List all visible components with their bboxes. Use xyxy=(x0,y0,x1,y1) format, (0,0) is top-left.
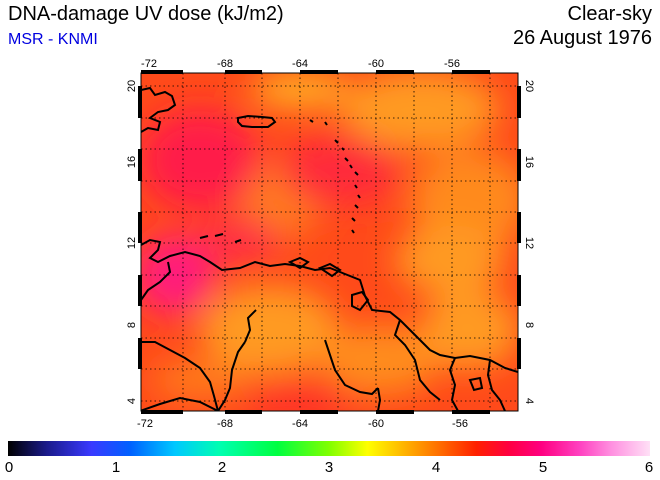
lat-tick-label: 4 xyxy=(126,398,138,404)
lon-tick-label: -60 xyxy=(368,58,384,70)
venezuela-guyana-border xyxy=(324,339,379,396)
hispaniola-coast xyxy=(141,86,177,133)
lat-tick-label: 12 xyxy=(523,237,535,249)
colorbar xyxy=(8,441,650,456)
lat-tick-label: 12 xyxy=(126,237,138,249)
lon-tick-label: -64 xyxy=(292,418,308,430)
lon-tick-label: -72 xyxy=(137,418,153,430)
colorbar-label: 5 xyxy=(538,459,548,476)
lat-ticks-left: 4 8 12 16 20 xyxy=(126,80,138,404)
map-frame xyxy=(138,70,521,414)
colorbar-label: 6 xyxy=(644,459,654,476)
lon-tick-label: -60 xyxy=(368,418,384,430)
south-america-coast xyxy=(141,238,518,373)
coastlines xyxy=(141,86,518,411)
lat-tick-label: 16 xyxy=(126,156,138,168)
colorbar-label: 4 xyxy=(431,459,441,476)
lon-tick-label: -72 xyxy=(141,58,157,70)
colorbar-label: 2 xyxy=(217,459,227,476)
lon-ticks-bottom: -72 -68 -64 -60 -56 xyxy=(137,418,468,430)
lesser-antilles xyxy=(309,119,361,234)
colorbar-label: 3 xyxy=(324,459,334,476)
colorbar-label: 1 xyxy=(111,459,121,476)
trinidad-coast xyxy=(351,290,370,312)
map-title: DNA-damage UV dose (kJ/m2) xyxy=(8,3,284,25)
lat-tick-label: 8 xyxy=(126,322,138,328)
gulf-venezuela-coast xyxy=(141,261,172,301)
sky-condition-label: Clear-sky xyxy=(567,3,652,25)
lat-tick-label: 20 xyxy=(126,80,138,92)
french-guiana-border xyxy=(486,359,506,411)
lat-tick-label: 4 xyxy=(523,398,535,404)
lat-tick-label: 8 xyxy=(523,322,535,328)
lon-tick-label: -56 xyxy=(452,418,468,430)
uv-dose-map: -72 -68 -64 -60 -56 -72 -68 -64 -60 -56 … xyxy=(126,58,535,430)
colorbar-label: 0 xyxy=(4,459,14,476)
margarita-coast xyxy=(287,256,310,270)
abc-islands xyxy=(199,233,242,243)
lat-tick-label: 16 xyxy=(523,156,535,168)
lon-tick-label: -56 xyxy=(444,58,460,70)
lon-tick-label: -68 xyxy=(217,58,233,70)
guyana-suriname-border xyxy=(393,319,441,401)
border-3 xyxy=(244,309,257,343)
puerto-rico-coast xyxy=(237,114,277,128)
lat-tick-label: 20 xyxy=(523,80,535,92)
lon-ticks-top: -72 -68 -64 -60 -56 xyxy=(141,58,460,70)
lat-ticks-right: 4 8 12 16 20 xyxy=(523,80,535,404)
reservoir xyxy=(468,376,484,392)
credit-label: MSR - KNMI xyxy=(8,31,98,48)
lon-tick-label: -68 xyxy=(217,418,233,430)
date-label: 26 August 1976 xyxy=(512,27,652,49)
colombia-border xyxy=(141,341,219,411)
border-2 xyxy=(217,341,246,411)
southern-border xyxy=(141,396,219,411)
lon-tick-label: -64 xyxy=(292,58,308,70)
